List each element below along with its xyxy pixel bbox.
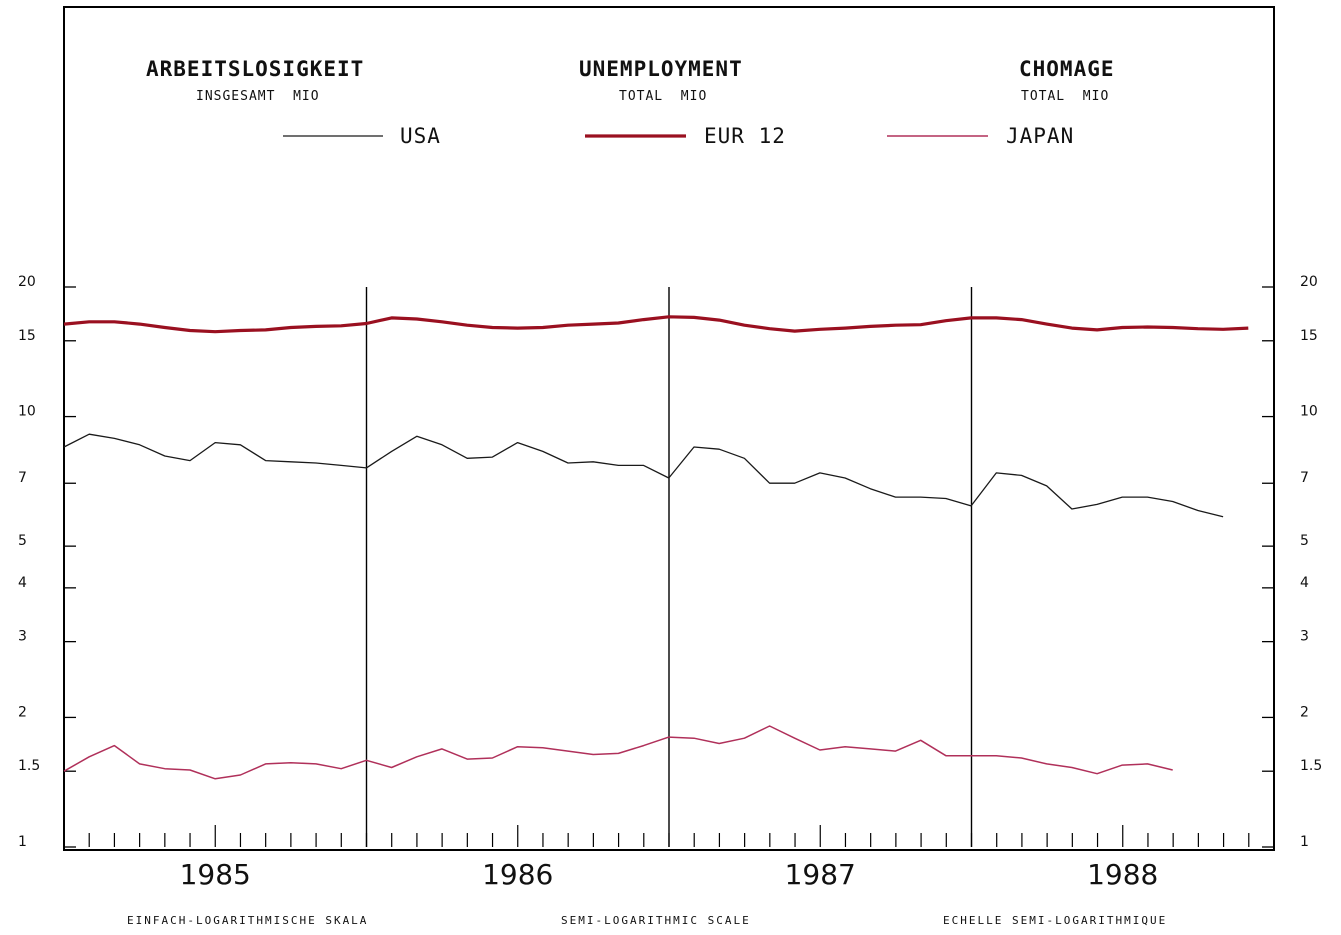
y-tick-label-left: 1.5 bbox=[18, 758, 40, 774]
series-japan-line bbox=[63, 725, 1173, 780]
subtitle-english: TOTAL MIO bbox=[619, 89, 708, 104]
y-tick-label-right: 2 bbox=[1300, 704, 1309, 720]
y-tick-label-right: 15 bbox=[1300, 328, 1318, 344]
y-tick-label-right: 1 bbox=[1300, 834, 1309, 850]
title-french: CHOMAGE bbox=[1019, 57, 1115, 81]
title-german: ARBEITSLOSIGKEIT bbox=[146, 57, 365, 81]
footer-german: EINFACH-LOGARITHMISCHE SKALA bbox=[127, 914, 369, 927]
x-tick-label: 1988 bbox=[1087, 858, 1158, 891]
y-tick-label-left: 2 bbox=[18, 704, 27, 720]
y-tick-label-left: 1 bbox=[18, 834, 27, 850]
axes-group: 1 1 1.5 1.5 2 2 3 3 4 4 5 5 7 7 10 10 15 15 20 20 1985 1986 19… bbox=[18, 274, 1322, 891]
year-rules-group bbox=[365, 287, 973, 847]
x-tick-label: 1987 bbox=[785, 858, 856, 891]
y-tick-label-right: 4 bbox=[1300, 575, 1309, 591]
x-tick-label: 1986 bbox=[482, 858, 553, 891]
title-english: UNEMPLOYMENT bbox=[579, 57, 743, 81]
y-tick-label-right: 10 bbox=[1300, 404, 1318, 420]
subtitle-german: INSGESAMT MIO bbox=[196, 89, 320, 104]
y-tick-label-left: 10 bbox=[18, 404, 36, 420]
y-tick-label-left: 7 bbox=[18, 470, 27, 486]
y-tick-label-right: 5 bbox=[1300, 533, 1309, 549]
y-tick-label-left: 3 bbox=[18, 629, 27, 645]
legend-label-usa: USA bbox=[400, 124, 441, 148]
series-group bbox=[63, 315, 1249, 780]
y-tick-label-right: 7 bbox=[1300, 470, 1309, 486]
footer-french: ECHELLE SEMI-LOGARITHMIQUE bbox=[943, 914, 1168, 927]
y-tick-label-right: 1.5 bbox=[1300, 758, 1322, 774]
legend-label-eur12: EUR 12 bbox=[704, 124, 786, 148]
y-tick-label-left: 5 bbox=[18, 533, 27, 549]
y-tick-label-left: 4 bbox=[18, 575, 27, 591]
y-tick-label-right: 3 bbox=[1300, 629, 1309, 645]
y-tick-label-left: 20 bbox=[18, 274, 36, 290]
y-tick-label-right: 20 bbox=[1300, 274, 1318, 290]
series-eur12-line bbox=[63, 315, 1249, 334]
subtitle-french: TOTAL MIO bbox=[1021, 89, 1110, 104]
footer-english: SEMI-LOGARITHMIC SCALE bbox=[561, 914, 751, 927]
outer-frame bbox=[63, 6, 1275, 851]
legend-label-japan: JAPAN bbox=[1006, 124, 1075, 148]
series-usa-line bbox=[63, 433, 1224, 518]
y-tick-label-left: 15 bbox=[18, 328, 36, 344]
x-tick-label: 1985 bbox=[180, 858, 251, 891]
